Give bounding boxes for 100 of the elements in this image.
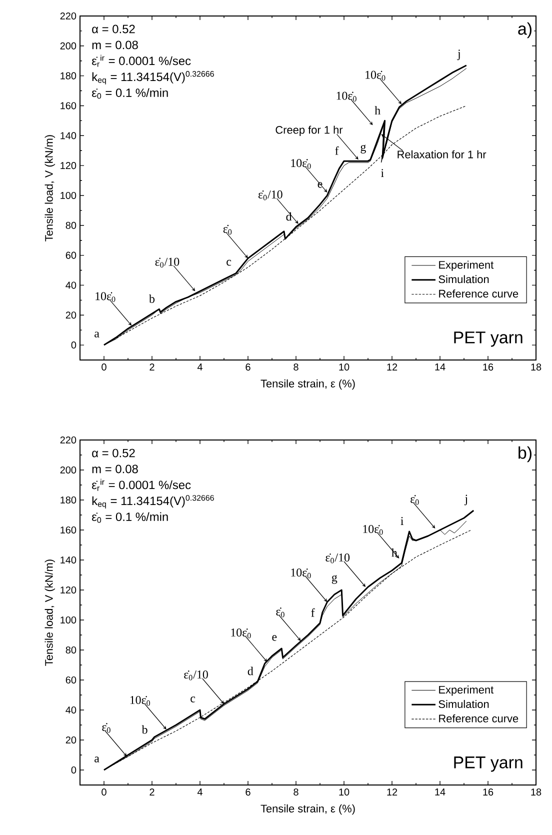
legend-label: Simulation — [438, 700, 489, 708]
annotation: j — [464, 494, 468, 506]
annotation: ε̇$_{0}$/10 — [155, 258, 180, 268]
annotation: m = 0.08 — [92, 40, 138, 50]
annotation: a — [94, 332, 100, 338]
y-tick-label: 20 — [66, 312, 76, 319]
annotation: d — [248, 666, 254, 676]
x-tick-label: 12 — [387, 364, 398, 370]
y-tick-label: 200 — [60, 42, 76, 50]
x-tick-label: 14 — [435, 788, 446, 796]
annotation: k$_{eq}$ = 11.34154(V)$^{0.32666}$ — [92, 71, 214, 84]
legend-label: Reference curve — [439, 290, 518, 298]
annotation: h — [374, 106, 380, 114]
legend-label: Simulation — [438, 275, 489, 284]
x-tick-label: 10 — [339, 788, 350, 796]
y-tick-label: 80 — [66, 646, 76, 654]
annotation: ε̇$_{0}$ — [410, 495, 419, 505]
x-axis-title: Tensile strain, ε (%) — [260, 379, 355, 390]
annotation: 10ε̇$_{0}$ — [336, 92, 356, 102]
x-tick-label: 6 — [246, 364, 250, 371]
annotation: f — [311, 608, 315, 617]
legend-label: Experiment — [439, 686, 494, 696]
annotation: 10ε̇$_{0}$ — [96, 292, 116, 302]
y-tick-label: 120 — [60, 586, 76, 594]
x-tick-label: 6 — [246, 788, 250, 796]
annotation: g — [360, 144, 366, 154]
annotation: c — [190, 696, 196, 702]
annotation: ε̇$_{0}$ = 0.1 %/min — [92, 88, 168, 99]
y-tick-label: 60 — [66, 676, 76, 684]
x-tick-label: 8 — [294, 364, 298, 371]
annotation: f — [335, 146, 339, 155]
annotation: ε̇$_{0}$/10 — [184, 670, 208, 680]
y-tick-label: 60 — [66, 252, 76, 259]
x-tick-label: 0 — [102, 788, 106, 796]
y-tick-label: 0 — [71, 766, 76, 774]
legend-label: Experiment — [439, 260, 494, 271]
x-tick-label: 4 — [197, 364, 202, 370]
annotation: i — [380, 169, 384, 177]
annotation: PET yarn — [454, 332, 522, 347]
annotation: g — [332, 575, 338, 584]
x-tick-label: 2 — [150, 364, 154, 370]
annotation: 10ε̇$_{0}$ — [291, 568, 311, 578]
y-tick-label: 160 — [60, 102, 76, 110]
y-tick-label: 100 — [60, 616, 76, 624]
y-tick-label: 40 — [66, 282, 76, 289]
legend-label: Reference curve — [439, 714, 518, 722]
annotation: a — [94, 756, 100, 762]
annotation: m = 0.08 — [92, 464, 138, 474]
annotation: ε̇$_{0}$ = 0.1 %/min — [92, 512, 168, 523]
y-axis-title: Tensile load, V (kN/m) — [44, 135, 56, 242]
x-tick-label: 4 — [197, 788, 202, 796]
annotation: α = 0.52 — [92, 448, 135, 458]
annotation: d — [286, 212, 292, 221]
annotation: 10ε̇$_{0}$ — [291, 159, 311, 169]
y-tick-label: 100 — [60, 192, 76, 199]
y-tick-label: 160 — [60, 526, 76, 534]
y-tick-label: 220 — [60, 12, 76, 20]
annotation: Creep for 1 hr — [276, 126, 343, 136]
annotation: b — [142, 725, 148, 734]
annotation: 10ε̇$_{0}$ — [130, 696, 150, 706]
annotation: 10ε̇$_{0}$ — [366, 70, 386, 81]
annotation: ε̇$_{0}$ — [276, 608, 284, 618]
y-tick-label: 80 — [66, 222, 76, 229]
y-tick-label: 120 — [60, 162, 76, 170]
y-tick-label: 200 — [60, 466, 76, 474]
annotation: j — [457, 50, 460, 60]
x-tick-label: 0 — [102, 364, 106, 371]
annotation: c — [226, 260, 232, 266]
x-tick-label: 16 — [483, 364, 494, 371]
y-tick-label: 0 — [71, 342, 76, 349]
annotation: e — [272, 635, 277, 641]
y-tick-label: 140 — [60, 556, 76, 564]
annotation: ε̇$_{0}$ — [102, 723, 110, 733]
annotation: Relaxation for 1 hr — [398, 150, 486, 158]
annotation: ε̇$_{0}$ — [223, 224, 232, 235]
annotation: α = 0.52 — [92, 24, 135, 34]
annotation: i — [400, 517, 404, 525]
y-tick-label: 20 — [66, 736, 76, 744]
x-tick-label: 14 — [435, 364, 446, 370]
x-tick-label: 16 — [483, 788, 494, 796]
annotation: 10ε̇$_{0}$ — [363, 524, 383, 535]
x-tick-label: 10 — [339, 364, 350, 371]
y-tick-label: 140 — [60, 132, 76, 140]
y-tick-label: 40 — [66, 706, 76, 714]
x-tick-label: 12 — [387, 788, 398, 796]
annotation: a) — [518, 22, 532, 38]
annotation: b) — [518, 446, 532, 462]
y-tick-label: 180 — [60, 72, 76, 80]
x-axis-title: Tensile strain, ε (%) — [260, 804, 355, 815]
y-tick-label: 220 — [60, 436, 76, 444]
annotation: ε̇$_{0}$/10 — [326, 553, 350, 564]
y-axis-title: Tensile load, V (kN/m) — [44, 560, 56, 666]
x-tick-label: 18 — [531, 364, 542, 371]
annotation: ε̇$_{r}$$^{ir}$ = 0.0001 %/sec — [92, 478, 191, 491]
x-tick-label: 18 — [531, 788, 542, 796]
y-tick-label: 180 — [60, 496, 76, 504]
annotation: b — [149, 294, 155, 303]
x-tick-label: 8 — [294, 788, 298, 796]
annotation: ε̇$_{0}$/10 — [258, 190, 282, 200]
annotation: ε̇$_{r}$$^{ir}$ = 0.0001 %/sec — [92, 54, 191, 67]
